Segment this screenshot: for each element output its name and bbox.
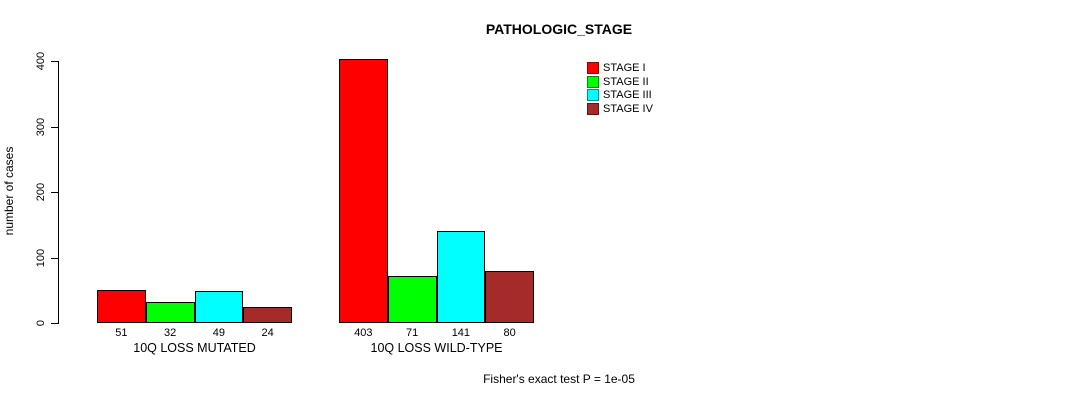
y-tick: [51, 257, 58, 259]
bar-value-label: 71: [406, 327, 419, 339]
legend-item-label: STAGE II: [603, 75, 649, 88]
fisher-test-annotation: Fisher's exact test P = 1e-05: [483, 372, 635, 386]
category-label: 10Q LOSS WILD-TYPE: [370, 341, 503, 355]
bar-value-label: 80: [503, 327, 516, 339]
bar-value-label: 24: [261, 327, 274, 339]
legend-item: STAGE IV: [587, 102, 653, 116]
bar-stage-iii-10q-loss-mutated: [194, 290, 244, 323]
legend-item-label: STAGE I: [603, 62, 646, 75]
y-tick: [51, 61, 58, 62]
legend-swatch: [587, 89, 599, 102]
y-axis-label: number of cases: [2, 146, 16, 236]
bar-stage-iv-10q-loss-mutated: [243, 307, 292, 323]
y-tick-label: 300: [35, 117, 47, 136]
y-tick: [51, 126, 58, 128]
y-tick-label: 400: [35, 51, 47, 71]
bar-stage-i-10q-loss-mutated: [97, 289, 146, 323]
legend-item: STAGE I: [587, 62, 653, 75]
legend-swatch: [587, 75, 599, 88]
bar-stage-ii-10q-loss-wild-type: [387, 276, 437, 323]
bar-value-label: 32: [164, 327, 177, 339]
y-tick-label: 100: [35, 248, 47, 267]
legend-item: STAGE III: [587, 89, 653, 102]
bar-stage-ii-10q-loss-mutated: [145, 302, 195, 323]
legend: STAGE I STAGE II STAGE III STAGE IV: [587, 62, 653, 116]
legend-item-label: STAGE III: [603, 89, 652, 102]
y-tick: [51, 192, 58, 193]
y-tick-label: 0: [35, 319, 47, 327]
bar-value-label: 141: [451, 327, 471, 339]
bar-stage-iii-10q-loss-wild-type: [436, 230, 486, 323]
bar-stage-iv-10q-loss-wild-type: [485, 270, 534, 323]
bar-value-label: 51: [115, 327, 128, 339]
legend-swatch: [587, 62, 599, 75]
legend-item: STAGE II: [587, 75, 653, 89]
legend-item-label: STAGE IV: [603, 102, 653, 115]
bar-value-label: 403: [354, 327, 373, 339]
y-axis-line: [58, 61, 59, 324]
legend-swatch: [587, 102, 599, 115]
category-label: 10Q LOSS MUTATED: [133, 341, 256, 355]
y-tick-label: 200: [35, 182, 47, 202]
bar-stage-i-10q-loss-wild-type: [339, 59, 388, 323]
chart-title: PATHOLOGIC_STAGE: [485, 21, 633, 37]
bar-value-label: 49: [212, 327, 225, 339]
y-tick: [51, 323, 58, 324]
